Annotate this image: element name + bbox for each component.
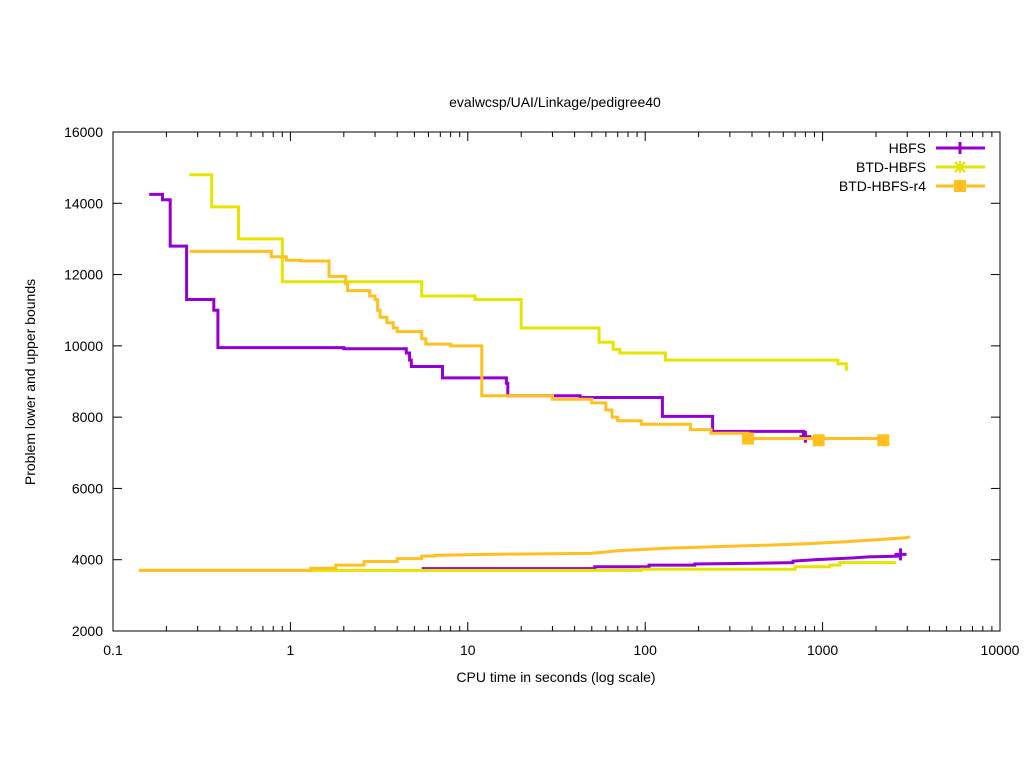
legend-marker bbox=[954, 142, 966, 154]
x-axis: 0.1 1 10 100 1000 10000 bbox=[103, 132, 1020, 658]
legend-label: BTD-HBFS bbox=[856, 159, 926, 175]
x-axis-label: CPU time in seconds (log scale) bbox=[456, 669, 655, 685]
x-tick-label: 1000 bbox=[807, 642, 838, 658]
data-point-hbfs bbox=[894, 548, 907, 561]
y-tick-label: 10000 bbox=[64, 338, 103, 354]
x-tick-label: 0.1 bbox=[103, 642, 123, 658]
y-tick-label: 14000 bbox=[64, 195, 103, 211]
y-axis-label: Problem lower and upper bounds bbox=[22, 279, 38, 485]
series-line-upper-btd-hbfs-r4 bbox=[189, 249, 885, 441]
data-point-btd-hbfs-r4 bbox=[812, 434, 825, 447]
legend-marker bbox=[954, 161, 966, 173]
y-axis: 2000 4000 6000 8000 10000 12000 14000 16000 bbox=[64, 124, 1000, 639]
data-point-btd-hbfs-r4 bbox=[877, 434, 890, 447]
y-tick-label: 16000 bbox=[64, 124, 103, 140]
series-btd-hbfs-r4 bbox=[138, 249, 911, 572]
legend-label: HBFS bbox=[889, 140, 926, 156]
legend-entry-btd-hbfs: BTD-HBFS bbox=[856, 159, 985, 175]
y-tick-label: 12000 bbox=[64, 267, 103, 283]
legend: HBFS BTD-HBFS BTD-HBFS-r4 bbox=[839, 140, 985, 194]
data-point-btd-hbfs-r4 bbox=[742, 432, 755, 445]
legend-entry-btd-hbfs-r4: BTD-HBFS-r4 bbox=[839, 178, 985, 194]
x-tick-label: 1 bbox=[287, 642, 295, 658]
y-tick-label: 2000 bbox=[72, 623, 103, 639]
plot-area bbox=[138, 173, 911, 572]
y-tick-label: 8000 bbox=[72, 409, 103, 425]
series-line-upper-hbfs bbox=[149, 192, 806, 437]
series-line-lower-btd-hbfs bbox=[138, 561, 897, 572]
y-tick-label: 4000 bbox=[72, 552, 103, 568]
legend-label: BTD-HBFS-r4 bbox=[839, 178, 926, 194]
plot-frame bbox=[112, 131, 1001, 632]
x-tick-label: 10 bbox=[460, 642, 476, 658]
x-tick-label: 10000 bbox=[981, 642, 1020, 658]
series-line-lower-btd-hbfs-r4 bbox=[138, 535, 911, 572]
x-tick-label: 100 bbox=[634, 642, 658, 658]
data-point-hbfs bbox=[799, 430, 812, 443]
chart-title: evalwcsp/UAI/Linkage/pedigree40 bbox=[449, 94, 661, 110]
series-line-upper-btd-hbfs bbox=[189, 173, 848, 371]
legend-entry-hbfs: HBFS bbox=[889, 140, 985, 156]
series-btd-hbfs bbox=[138, 173, 897, 572]
series-hbfs bbox=[149, 192, 907, 571]
y-tick-label: 6000 bbox=[72, 480, 103, 496]
series-line-lower-hbfs bbox=[421, 553, 902, 571]
legend-marker bbox=[954, 180, 966, 192]
